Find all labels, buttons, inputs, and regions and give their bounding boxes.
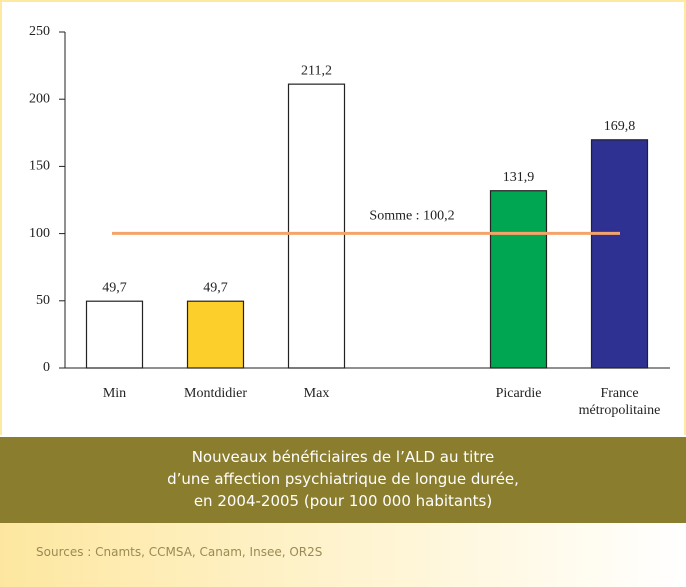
value-label: 49,7 <box>102 280 127 295</box>
y-tick-label: 0 <box>43 360 50 375</box>
y-tick-label: 250 <box>29 24 50 39</box>
caption: Nouveaux bénéficiaires de l’ALD au titre… <box>0 437 686 523</box>
reference-label: Somme : 100,2 <box>369 209 454 224</box>
caption-line: en 2004-2005 (pour 100 000 habitants) <box>193 492 493 510</box>
x-tick-label: Picardie <box>495 386 542 401</box>
bar <box>186 300 245 369</box>
y-tick-label: 150 <box>29 159 50 174</box>
y-tick-label: 100 <box>29 226 50 241</box>
y-tick-label: 200 <box>29 91 50 106</box>
chart: 0 50 100 150 200 250 49,7 49,7 211,2 131,9 169,8 So… <box>29 24 670 375</box>
x-tick-label: Montdidier <box>184 386 247 401</box>
bar <box>287 83 346 369</box>
value-label: 49,7 <box>203 280 228 295</box>
bar <box>85 300 144 369</box>
x-tick-label: France métropolitaine <box>578 386 661 418</box>
value-label: 169,8 <box>604 119 636 134</box>
bar <box>489 190 548 369</box>
caption-line: d’une affection psychiatrique de longue … <box>167 470 519 488</box>
chart-frame <box>0 0 686 435</box>
value-label: 211,2 <box>301 63 332 78</box>
x-tick-label: Max <box>303 386 330 401</box>
x-tick-label: Min <box>102 386 127 401</box>
source: Sources : Cnamts, CCMSA, Canam, Insee, O… <box>0 523 686 587</box>
bar <box>590 139 649 369</box>
y-tick-label: 50 <box>36 293 50 308</box>
caption-line: Nouveaux bénéficiaires de l’ALD au titre <box>191 448 495 466</box>
value-label: 131,9 <box>503 170 535 185</box>
